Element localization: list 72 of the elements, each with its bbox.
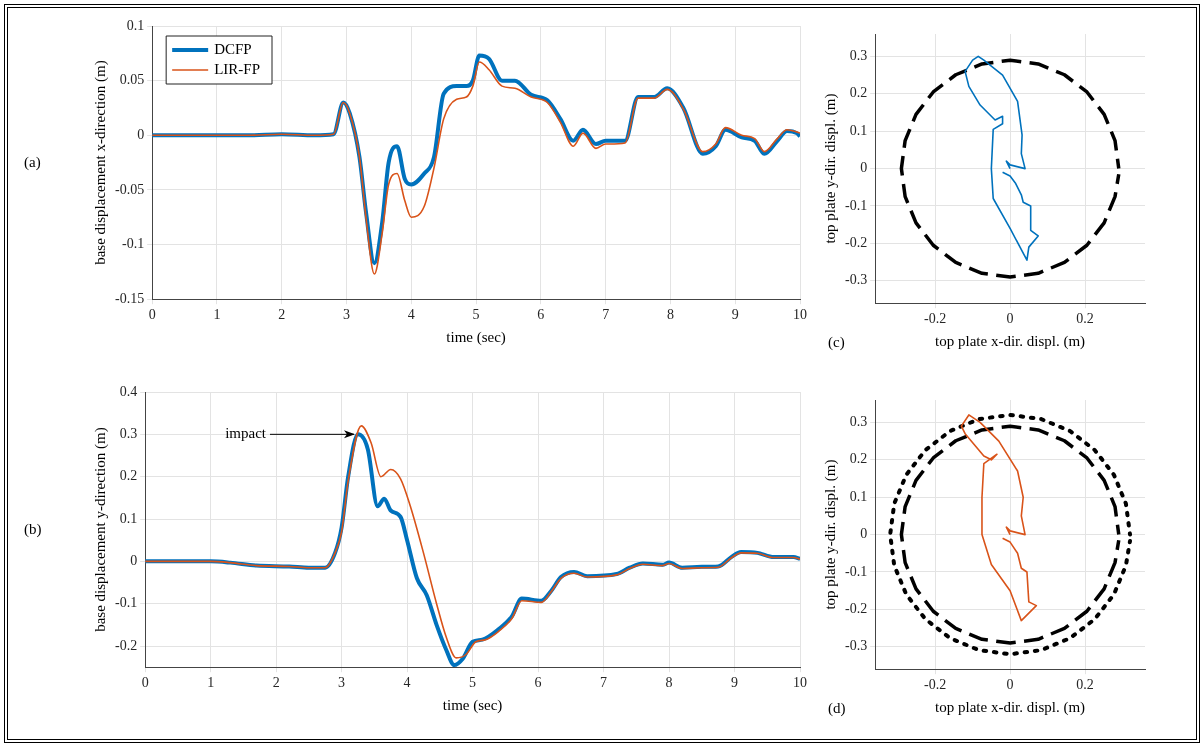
y-tick-label: 0.3 <box>849 48 868 64</box>
y-tick-label: 0.2 <box>849 451 868 467</box>
x-tick-label: 0 <box>148 307 156 323</box>
x-tick-label: 10 <box>793 307 807 323</box>
x-tick-label: 5 <box>472 307 480 323</box>
y-tick-label: 0 <box>860 526 868 542</box>
y-axis-title: base displacement x-direction (m) <box>91 60 109 265</box>
x-tick-label: 1 <box>213 307 221 323</box>
x-tick-label: 4 <box>403 675 411 691</box>
text: (c) <box>828 334 845 352</box>
y-tick-label: 0.2 <box>849 85 868 101</box>
y-tick-label: -0.3 <box>844 272 868 288</box>
x-tick-label: 5 <box>469 675 477 691</box>
y-tick-label: -0.2 <box>844 235 868 251</box>
x-tick-label: 9 <box>731 307 739 323</box>
x-tick-label: 2 <box>278 307 286 323</box>
x-tick-label: -0.2 <box>924 311 947 327</box>
y-tick-label: 0.3 <box>119 426 138 442</box>
y-axis-title: top plate y-dir. displ. (m) <box>821 93 839 244</box>
x-tick-label: 10 <box>793 675 807 691</box>
text: (d) <box>828 700 846 718</box>
y-tick-label: -0.05 <box>114 181 145 197</box>
x-tick-label: 2 <box>272 675 280 691</box>
y-tick-label: 0.1 <box>119 510 138 526</box>
x-tick-label: 9 <box>731 675 739 691</box>
x-axis-title: top plate x-dir. displ. (m) <box>935 332 1086 350</box>
text: (b) <box>24 520 42 538</box>
x-tick-label: 6 <box>537 307 545 323</box>
y-tick-label: -0.2 <box>844 601 868 617</box>
y-tick-label: 0.3 <box>849 414 868 430</box>
y-tick-label: -0.3 <box>844 638 868 654</box>
y-tick-label: 0.05 <box>119 72 145 88</box>
x-tick-label: 3 <box>338 675 346 691</box>
y-tick-label: 0.2 <box>119 468 138 484</box>
x-tick-label: 4 <box>407 307 415 323</box>
y-tick-label: -0.1 <box>844 197 868 213</box>
line-series <box>899 58 1121 279</box>
x-tick-label: 1 <box>207 675 215 691</box>
x-tick-label: 0 <box>1006 677 1014 693</box>
x-tick-label: 8 <box>665 675 673 691</box>
x-axis-title: top plate x-dir. displ. (m) <box>935 698 1086 716</box>
x-tick-label: 0.2 <box>1076 311 1094 327</box>
y-tick-label: 0 <box>130 553 138 569</box>
x-axis-title: time (sec) <box>446 328 506 346</box>
x-axis-title: time (sec) <box>442 696 503 714</box>
y-tick-label: 0.1 <box>849 488 868 504</box>
y-tick-label: -0.1 <box>114 595 138 611</box>
x-tick-label: 0 <box>1006 311 1014 327</box>
y-tick-label: 0.1 <box>849 122 868 138</box>
x-tick-label: 8 <box>666 307 674 323</box>
y-tick-label: 0 <box>137 126 145 142</box>
y-tick-label: 0.1 <box>126 17 145 33</box>
x-tick-label: -0.2 <box>924 677 947 693</box>
y-tick-label: 0.4 <box>119 383 138 399</box>
y-axis-title: top plate y-dir. displ. (m) <box>821 459 839 610</box>
legend-label: DCFP <box>214 40 252 57</box>
x-tick-label: 7 <box>600 675 608 691</box>
line-series <box>888 412 1133 657</box>
x-tick-label: 0.2 <box>1076 677 1094 693</box>
x-tick-label: 7 <box>602 307 610 323</box>
x-tick-label: 6 <box>534 675 542 691</box>
text: (a) <box>24 153 41 171</box>
legend-label: LIR-FP <box>214 60 261 77</box>
y-tick-label: 0 <box>860 160 868 176</box>
y-tick-label: -0.1 <box>121 236 145 252</box>
line-series <box>899 424 1121 645</box>
y-tick-label: -0.2 <box>114 637 138 653</box>
y-tick-label: -0.15 <box>114 290 145 306</box>
annotation: impact <box>225 425 267 442</box>
y-axis-title: base displacement y-direction (m) <box>91 427 109 632</box>
x-tick-label: 3 <box>343 307 351 323</box>
y-tick-label: -0.1 <box>844 563 868 579</box>
